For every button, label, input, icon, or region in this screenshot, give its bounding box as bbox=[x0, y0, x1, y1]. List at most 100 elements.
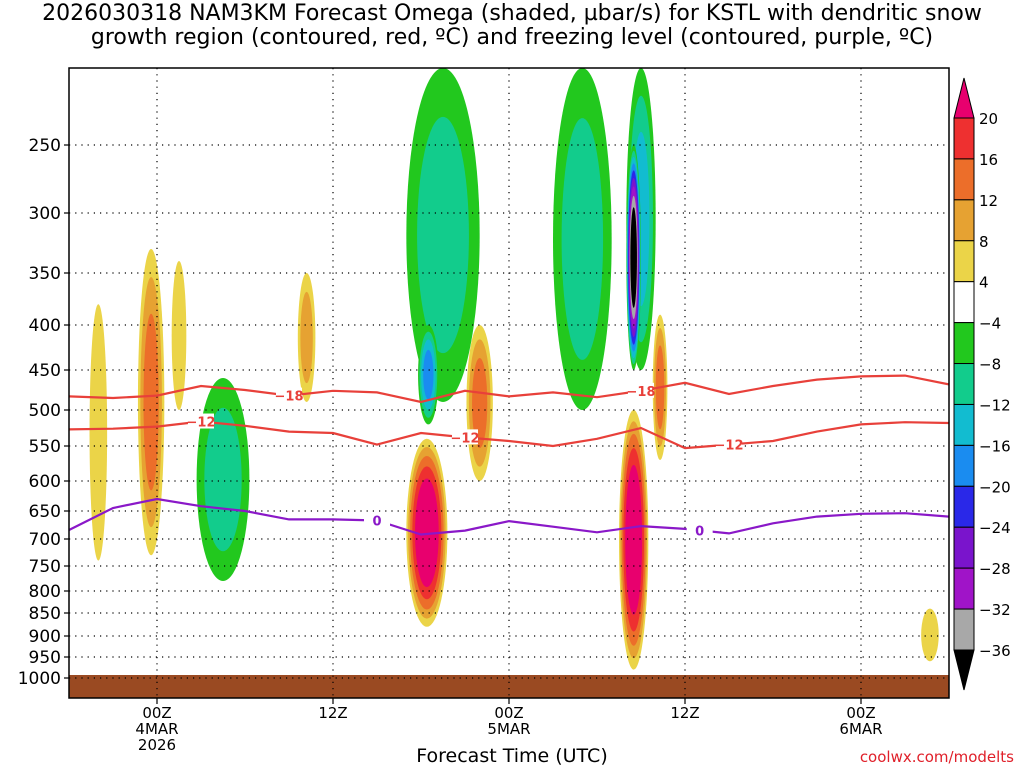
colorbar-label: −20 bbox=[979, 478, 1011, 496]
contour-label-freezing: 0 bbox=[372, 515, 381, 530]
y-tick-label: 400 bbox=[29, 316, 61, 336]
contour-freezing bbox=[69, 497, 949, 536]
colorbar-segment bbox=[953, 322, 975, 365]
contour-label-dgz_lower: −12 bbox=[451, 431, 480, 446]
y-tick-label: 850 bbox=[29, 604, 61, 624]
omega-shade bbox=[631, 221, 636, 294]
x-tick-label: 12Z bbox=[670, 704, 699, 722]
omega-shade bbox=[472, 357, 488, 449]
colorbar-segment bbox=[953, 608, 975, 651]
colorbar-label: 16 bbox=[979, 151, 998, 169]
y-tick-label: 950 bbox=[29, 648, 61, 668]
y-tick-label: 600 bbox=[29, 472, 61, 492]
contour-label-bg bbox=[276, 387, 302, 403]
colorbar-segment bbox=[953, 199, 975, 242]
colorbar-label: −12 bbox=[979, 396, 1011, 414]
omega-feature-0 bbox=[89, 304, 108, 561]
colorbar-label: −36 bbox=[979, 642, 1011, 660]
x-tick-label: 5MAR bbox=[487, 720, 530, 738]
colorbar-label: 4 bbox=[979, 274, 989, 292]
contour-label-dgz_upper: −18 bbox=[275, 390, 304, 405]
omega-feature-7 bbox=[406, 438, 448, 627]
x-tick-label: 00Z bbox=[846, 704, 875, 722]
omega-feature-11 bbox=[626, 145, 642, 370]
colorbar-label: −8 bbox=[979, 356, 1001, 374]
colorbar-segment bbox=[953, 485, 975, 528]
credit-text[interactable]: coolwx.com/modelts bbox=[859, 748, 1014, 766]
omega-shade bbox=[89, 304, 108, 561]
contour-label-bg bbox=[716, 436, 742, 452]
x-tick-label: 00Z bbox=[494, 704, 523, 722]
below-ground-fill bbox=[69, 675, 949, 698]
y-tick-label: 350 bbox=[29, 264, 61, 284]
y-tick-label: 450 bbox=[29, 361, 61, 381]
colorbar-segment bbox=[953, 526, 975, 569]
omega-shade bbox=[300, 291, 313, 384]
y-tick-label: 800 bbox=[29, 582, 61, 602]
x-tick-label: 12Z bbox=[318, 704, 347, 722]
omega-feature-2 bbox=[171, 261, 187, 410]
omega-feature-14 bbox=[921, 608, 939, 662]
colorbar-bottom-arrow bbox=[953, 649, 975, 691]
x-tick-label: 4MAR bbox=[135, 720, 178, 738]
colorbar-label: −16 bbox=[979, 437, 1011, 455]
x-tick-label: 6MAR bbox=[839, 720, 882, 738]
colorbar-label: 8 bbox=[979, 233, 989, 251]
contour-label-freezing: 0 bbox=[695, 524, 704, 539]
colorbar-label: −28 bbox=[979, 560, 1011, 578]
contour-label-bg bbox=[188, 413, 214, 429]
omega-feature-12 bbox=[619, 410, 649, 670]
omega-feature-9 bbox=[553, 68, 612, 410]
y-tick-label: 750 bbox=[29, 557, 61, 577]
title-line-2: growth region (contoured, red, ºC) and f… bbox=[90, 25, 934, 50]
omega-shade bbox=[423, 349, 434, 400]
colorbar-label: 20 bbox=[979, 110, 998, 128]
omega-shade bbox=[561, 118, 604, 360]
omega-feature-3 bbox=[196, 378, 250, 581]
contour-label-bg bbox=[452, 429, 478, 445]
plot-area bbox=[69, 68, 949, 698]
colorbar-label: −32 bbox=[979, 601, 1011, 619]
contour-label-dgz_upper: −18 bbox=[627, 385, 656, 400]
title-line-1: 2026030318 NAM3KM Forecast Omega (shaded… bbox=[42, 1, 982, 26]
colorbar-label: −24 bbox=[979, 519, 1011, 537]
colorbar-top-arrow bbox=[953, 77, 975, 119]
colorbar-label: 12 bbox=[979, 192, 998, 210]
omega-shade bbox=[627, 486, 640, 593]
contour-label-bg bbox=[364, 512, 390, 528]
y-tick-label: 650 bbox=[29, 502, 61, 522]
y-tick-label: 900 bbox=[29, 627, 61, 647]
x-tick-label: 2026 bbox=[138, 736, 176, 754]
contour-label-bg bbox=[628, 382, 654, 398]
y-tick-label: 550 bbox=[29, 437, 61, 457]
chart-title: 2026030318 NAM3KM Forecast Omega (shaded… bbox=[0, 2, 1024, 50]
y-tick-label: 700 bbox=[29, 530, 61, 550]
omega-shade bbox=[418, 494, 436, 572]
y-tick-label: 500 bbox=[29, 401, 61, 421]
colorbar-segment bbox=[953, 363, 975, 405]
y-tick-label: 300 bbox=[29, 204, 61, 224]
colorbar-segment bbox=[953, 281, 975, 324]
omega-shade bbox=[143, 313, 159, 491]
omega-shade bbox=[921, 608, 939, 662]
omega-shade bbox=[204, 407, 242, 552]
omega-feature-1 bbox=[137, 249, 165, 556]
omega-feature-8 bbox=[466, 325, 493, 481]
colorbar-segment bbox=[953, 567, 975, 610]
contour-label-dgz_lower: −12 bbox=[187, 416, 216, 431]
y-tick-label: 1000 bbox=[18, 669, 61, 689]
colorbar-segment bbox=[953, 403, 975, 446]
contour-dgz_lower bbox=[69, 420, 949, 450]
colorbar-segment bbox=[953, 444, 975, 487]
x-tick-label: 00Z bbox=[142, 704, 171, 722]
colorbar-segment bbox=[953, 240, 975, 283]
colorbar-segment bbox=[953, 158, 975, 201]
omega-shade bbox=[171, 261, 187, 410]
omega-feature-4 bbox=[297, 273, 316, 402]
omega-shade bbox=[417, 116, 469, 354]
y-tick-label: 250 bbox=[29, 136, 61, 156]
contour-label-dgz_lower: −12 bbox=[715, 439, 744, 454]
omega-feature-6 bbox=[418, 325, 439, 425]
contour-dgz_upper bbox=[69, 374, 949, 404]
